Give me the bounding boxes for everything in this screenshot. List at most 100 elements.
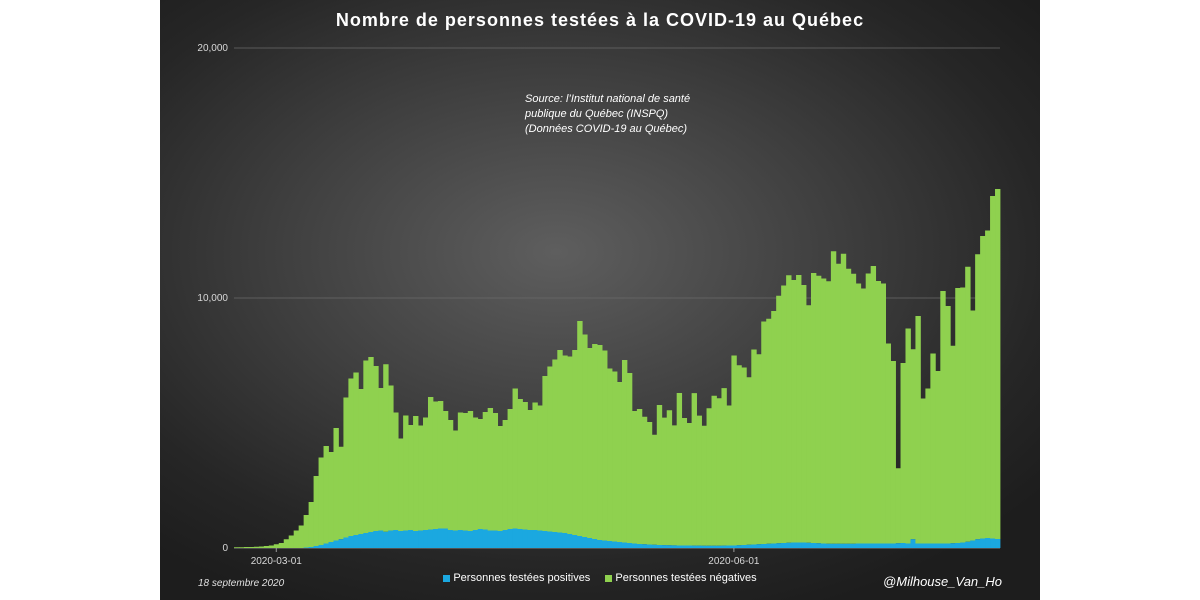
bar-negative	[517, 399, 523, 529]
bar-positive	[348, 536, 354, 548]
bar-positive	[935, 543, 941, 548]
bar-negative	[388, 385, 394, 531]
bar-positive	[746, 544, 752, 548]
bar-positive	[930, 543, 936, 548]
bar-positive	[542, 531, 548, 548]
bar-negative	[915, 316, 921, 544]
bar-positive	[756, 544, 762, 548]
bar-negative	[671, 425, 678, 546]
bar-positive	[716, 545, 722, 548]
bar-negative	[865, 273, 872, 544]
bar-negative	[761, 321, 767, 544]
bar-negative	[234, 547, 240, 548]
bar-positive	[537, 530, 543, 548]
legend: Personnes testées positives Personnes te…	[160, 572, 1040, 584]
bar-negative	[895, 468, 901, 544]
bar-positive	[776, 543, 782, 548]
bar-negative	[432, 401, 439, 529]
bar-positive	[681, 545, 688, 548]
bar-negative	[830, 251, 837, 544]
bar-negative	[815, 275, 822, 544]
bar-negative	[766, 318, 772, 544]
bar-positive	[318, 545, 324, 548]
bar-positive	[810, 543, 817, 548]
bar-negative	[840, 253, 847, 544]
bar-negative	[731, 355, 737, 546]
bar-negative	[542, 376, 548, 531]
bar-negative	[955, 288, 961, 543]
bar-negative	[751, 349, 757, 545]
bar-negative	[786, 275, 792, 543]
bar-positive	[532, 530, 538, 548]
bar-positive	[990, 538, 996, 548]
bar-negative	[467, 411, 474, 531]
bar-positive	[980, 538, 986, 548]
bar-positive	[766, 543, 772, 548]
bar-negative	[626, 373, 633, 543]
source-line-2: publique du Québec (INSPQ)	[524, 108, 668, 120]
bar-positive	[850, 543, 857, 548]
bar-positive	[497, 531, 503, 548]
bar-positive	[487, 530, 494, 548]
bar-negative	[497, 426, 503, 531]
bar-positive	[567, 534, 573, 548]
bar-positive	[313, 546, 319, 548]
bar-negative	[970, 310, 976, 541]
bar-negative	[631, 411, 638, 544]
bar-negative	[348, 378, 354, 536]
bar-positive	[552, 532, 558, 548]
bar-negative	[238, 547, 245, 548]
bar-negative	[756, 354, 762, 545]
legend-item-negative: Personnes testées négatives	[605, 572, 757, 584]
bar-negative	[825, 281, 832, 544]
bar-negative	[781, 285, 787, 543]
bar-positive	[925, 543, 931, 548]
bar-negative	[801, 285, 807, 543]
bar-positive	[457, 530, 464, 548]
y-tick-label: 10,000	[197, 293, 228, 304]
bar-negative	[418, 425, 424, 531]
bar-negative	[592, 344, 598, 539]
bar-positive	[825, 543, 832, 548]
bar-positive	[865, 543, 872, 548]
bar-negative	[283, 539, 290, 548]
bar-negative	[711, 395, 717, 546]
bar-positive	[870, 543, 877, 548]
bar-positive	[830, 543, 837, 548]
bar-negative	[716, 398, 722, 546]
bar-positive	[701, 545, 707, 548]
bar-negative	[686, 423, 693, 546]
bar-positive	[940, 543, 946, 548]
bar-positive	[721, 545, 727, 548]
bar-positive	[462, 530, 469, 548]
bar-positive	[442, 528, 449, 548]
bar-negative	[985, 230, 991, 538]
bar-positive	[706, 545, 712, 548]
bar-positive	[557, 532, 563, 548]
x-tick-label: 2020-06-01	[708, 556, 760, 567]
bar-negative	[537, 405, 543, 531]
bar-positive	[373, 531, 379, 548]
bar-negative	[288, 535, 295, 548]
bar-positive	[452, 530, 459, 548]
bar-positive	[602, 540, 608, 548]
footer-date: 18 septembre 2020	[198, 578, 285, 589]
bar-positive	[353, 535, 359, 548]
bar-negative	[423, 417, 429, 530]
bar-positive	[671, 545, 678, 548]
bar-positive	[985, 538, 991, 548]
bar-positive	[343, 537, 349, 548]
legend-swatch-negative	[605, 574, 613, 582]
bar-positive	[368, 532, 374, 548]
bar-negative	[408, 425, 414, 530]
bar-positive	[437, 528, 444, 548]
x-tick-label: 2020-03-01	[251, 556, 303, 567]
bar-negative	[771, 311, 777, 544]
bar-positive	[393, 530, 399, 548]
bar-negative	[746, 377, 752, 545]
bar-positive	[522, 529, 528, 548]
bar-negative	[303, 515, 310, 548]
bar-negative	[940, 291, 946, 544]
bar-negative	[437, 401, 444, 529]
bar-negative	[368, 357, 374, 532]
